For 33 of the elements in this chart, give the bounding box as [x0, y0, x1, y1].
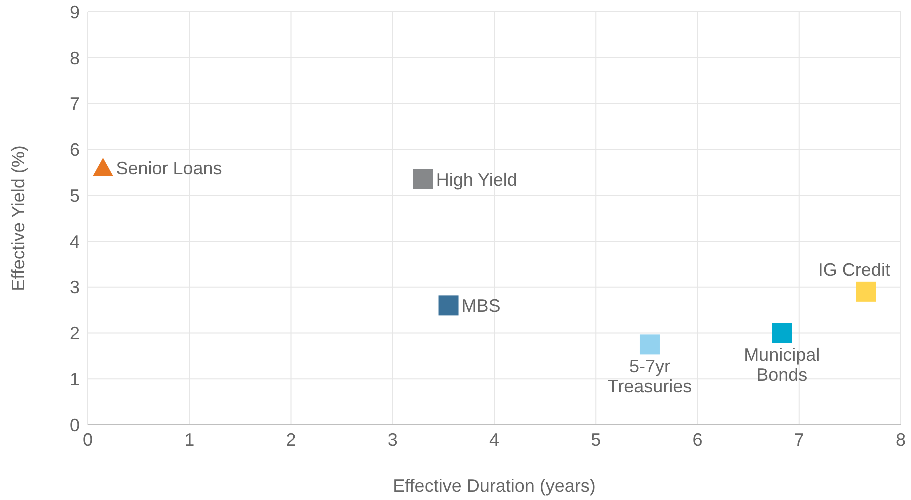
point	[438, 296, 459, 316]
y-tick-label: 0	[70, 415, 80, 436]
y-tick-label: 5	[70, 186, 80, 206]
y-tick-label: 4	[70, 232, 80, 252]
y-tick-label: 7	[70, 94, 80, 114]
y-tick-label: 1	[70, 370, 80, 390]
x-tick-label: 1	[184, 430, 195, 450]
point	[413, 169, 434, 190]
x-tick-label: 8	[896, 430, 906, 450]
y-tick-label: 2	[70, 324, 80, 344]
x-tick-label: 3	[388, 430, 398, 450]
x-tick-label: 7	[794, 430, 804, 450]
x-tick-label: 0	[82, 430, 94, 450]
x-tick-label: 6	[692, 430, 703, 450]
y-tick-label: 9	[70, 2, 80, 22]
point	[856, 282, 876, 302]
y-tick-label: 3	[70, 278, 80, 298]
series-label: Municipal Bonds	[744, 345, 820, 386]
series-label: High Yield	[436, 170, 518, 190]
x-axis-title: Effective Duration (years)	[393, 476, 596, 496]
y-axis-title: Effective Yield (%)	[8, 146, 28, 292]
point	[640, 334, 660, 355]
y-tick-label: 8	[70, 48, 80, 68]
y-tick-label: 6	[70, 140, 80, 160]
x-tick-label: 4	[489, 430, 500, 450]
x-tick-label: 5	[591, 430, 602, 450]
series-label: MBS	[462, 296, 501, 316]
point	[93, 158, 114, 176]
series-label: Senior Loans	[116, 158, 222, 178]
series-label: IG Credit	[818, 260, 890, 280]
x-tick-label: 2	[286, 430, 296, 450]
series-label: 5-7yr Treasuries	[608, 356, 692, 397]
point	[772, 323, 792, 344]
